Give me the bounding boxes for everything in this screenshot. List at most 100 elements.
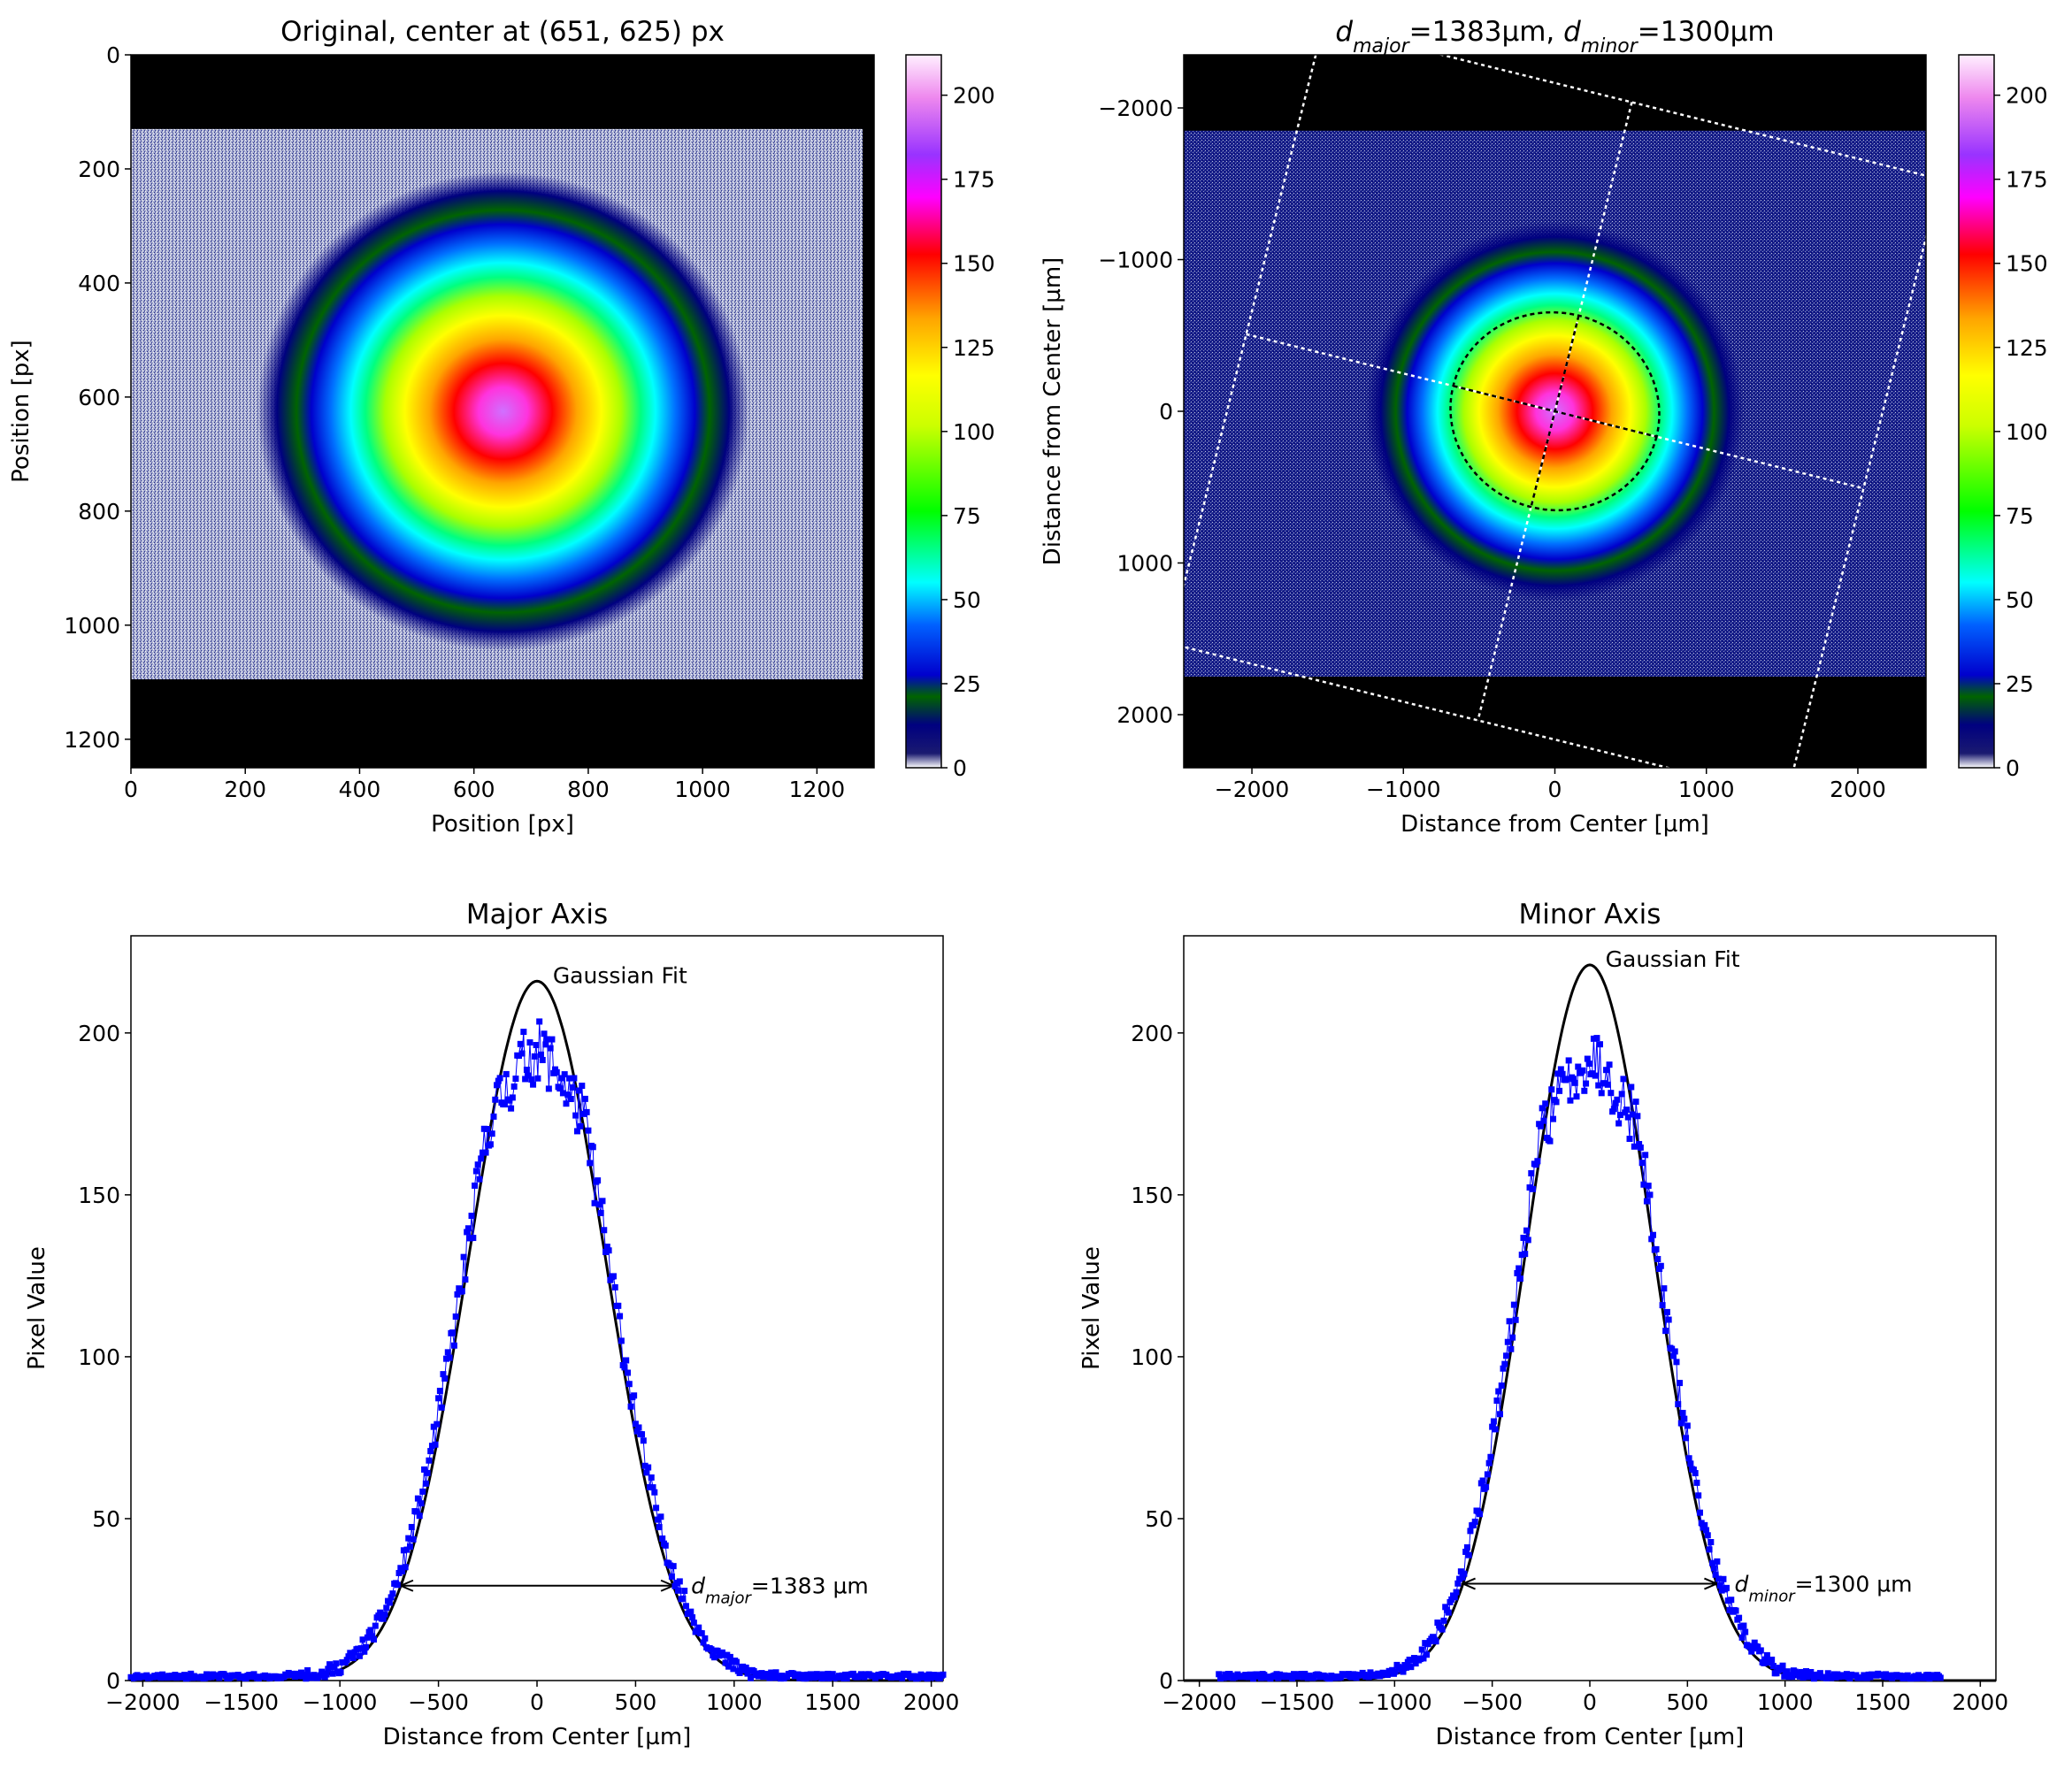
data-point: [641, 1462, 648, 1469]
data-point: [558, 1075, 565, 1082]
data-point: [625, 1381, 633, 1388]
data-point: [726, 1653, 733, 1660]
data-point: [1740, 1622, 1747, 1629]
data-point: [496, 1075, 503, 1082]
data-point: [643, 1469, 650, 1476]
data-point: [424, 1469, 431, 1476]
data-point: [1624, 1114, 1631, 1121]
data-point: [517, 1040, 524, 1047]
data-point: [434, 1421, 441, 1428]
data-point: [618, 1337, 625, 1344]
data-point: [549, 1036, 556, 1043]
panel-title-part: =1300µm: [1638, 16, 1775, 48]
panel-major: Gaussian Fit dmajor=1383 µm Major Axis: [130, 899, 944, 1682]
data-point: [443, 1355, 450, 1362]
data-point: [1663, 1308, 1670, 1315]
data-point: [1769, 1656, 1776, 1663]
data-point: [1751, 1639, 1758, 1646]
data-point: [615, 1302, 622, 1309]
data-point: [1220, 1674, 1227, 1681]
data-point: [323, 1671, 330, 1678]
data-point: [1484, 1471, 1491, 1478]
data-point: [1554, 1070, 1562, 1077]
data-point: [1710, 1565, 1717, 1572]
data-point: [924, 1675, 931, 1682]
data-point: [377, 1609, 384, 1616]
ticks-rotated: −2000 −1000 0 1000 2000 −2000 −1000 0 1000 2000 Di…: [1040, 96, 1886, 838]
y-tick-label: 0: [1159, 1668, 1173, 1694]
data-point: [585, 1127, 592, 1134]
data-point: [1351, 1671, 1358, 1678]
data-point: [569, 1084, 576, 1091]
data-point: [1732, 1607, 1739, 1614]
data-point: [1556, 1087, 1563, 1094]
data-point: [566, 1075, 573, 1082]
data-point: [587, 1160, 594, 1167]
data-point: [394, 1581, 401, 1589]
data-point: [487, 1141, 494, 1148]
panel-title-part: minor: [1581, 35, 1639, 57]
data-point: [345, 1653, 352, 1660]
data-point: [1924, 1672, 1931, 1679]
data-point: [1470, 1521, 1477, 1528]
data-point: [1631, 1143, 1638, 1150]
data-point: [1477, 1511, 1484, 1518]
data-point: [1714, 1558, 1721, 1565]
data-point: [1632, 1099, 1639, 1106]
data-point: [449, 1329, 457, 1336]
data-point: [364, 1634, 371, 1641]
y-axis-label: Position [px]: [8, 340, 35, 483]
data-point: [1669, 1352, 1677, 1359]
data-point: [526, 1039, 533, 1046]
data-point: [1585, 1061, 1592, 1068]
data-point: [843, 1674, 850, 1681]
data-point: [1510, 1301, 1517, 1308]
data-point: [397, 1565, 404, 1572]
x-tick-label: 1000: [1757, 1689, 1814, 1715]
gaussian-fit-label: Gaussian Fit: [553, 962, 687, 988]
data-point: [422, 1480, 429, 1487]
data-point: [460, 1253, 467, 1260]
data-point: [490, 1113, 497, 1120]
data-point: [1384, 1672, 1391, 1679]
data-point: [1461, 1570, 1468, 1577]
data-point: [454, 1290, 461, 1298]
data-point: [1567, 1097, 1574, 1104]
data-point: [1846, 1674, 1853, 1681]
data-point: [1500, 1365, 1507, 1372]
data-point: [476, 1176, 483, 1183]
x-tick-label: −1000: [1357, 1689, 1432, 1715]
data-point: [1657, 1262, 1664, 1269]
data-point: [601, 1227, 608, 1234]
data-point: [1439, 1626, 1446, 1633]
data-point: [1453, 1589, 1460, 1596]
data-point: [1584, 1055, 1591, 1062]
data-point: [730, 1666, 737, 1673]
data-point: [1618, 1091, 1625, 1098]
data-point: [1596, 1041, 1603, 1048]
x-tick-label: 0: [530, 1689, 544, 1715]
data-point: [1537, 1122, 1544, 1130]
data-point: [319, 1670, 326, 1677]
data-point: [419, 1488, 426, 1495]
data-point: [1516, 1275, 1523, 1283]
data-point: [533, 1042, 540, 1049]
data-point: [681, 1588, 688, 1595]
data-point: [1565, 1057, 1572, 1064]
data-point: [633, 1428, 641, 1435]
x-axis-label: Distance from Center [µm]: [1436, 1724, 1745, 1750]
x-axis-label: Position [px]: [431, 811, 574, 838]
data-point: [1224, 1673, 1231, 1681]
data-point: [602, 1248, 610, 1255]
data-point: [671, 1582, 679, 1589]
data-point: [430, 1423, 437, 1430]
panel-original: Original, center at (651, 625) px: [130, 16, 875, 769]
data-point: [501, 1101, 508, 1108]
x-tick-label: 500: [1666, 1689, 1708, 1715]
data-point: [428, 1443, 435, 1450]
data-point: [1781, 1673, 1788, 1680]
data-point: [1422, 1640, 1429, 1647]
data-point: [640, 1437, 647, 1444]
data-point: [1548, 1086, 1555, 1093]
data-point: [407, 1543, 414, 1551]
